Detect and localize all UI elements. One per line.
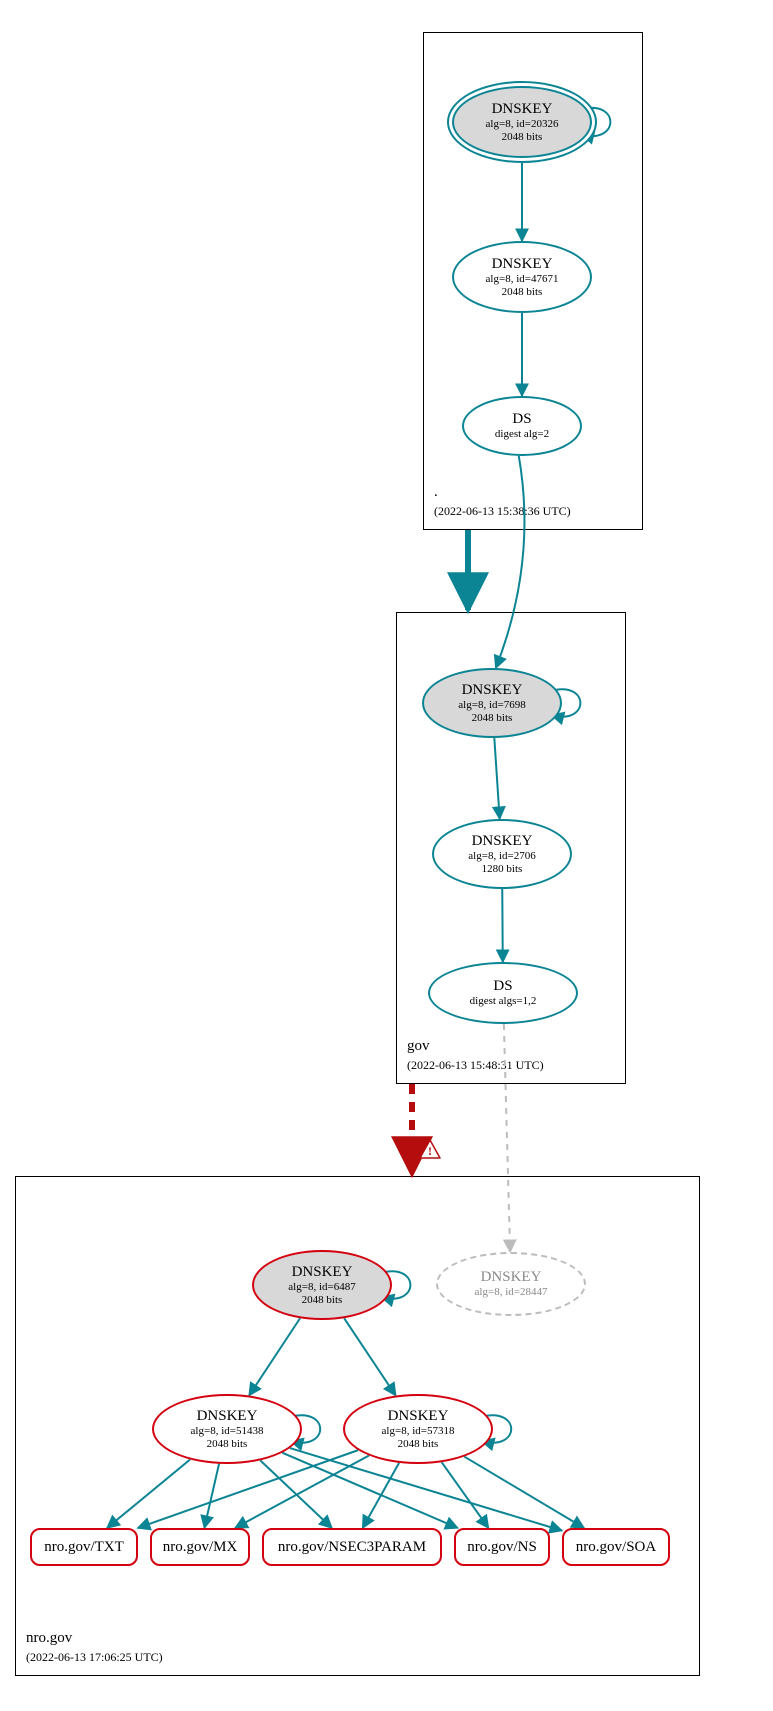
node-line2: alg=8, id=51438 xyxy=(191,1425,264,1437)
node-line3: 2048 bits xyxy=(502,131,543,143)
zone-timestamp: (2022-06-13 15:38:36 UTC) xyxy=(434,504,571,518)
node-line2: alg=8, id=20326 xyxy=(486,118,559,130)
node-nro_zsk2: DNSKEYalg=8, id=573182048 bits xyxy=(343,1394,493,1464)
zone-timestamp: (2022-06-13 15:48:31 UTC) xyxy=(407,1058,544,1072)
node-rr_soa: nro.gov/SOA xyxy=(562,1528,670,1566)
node-nro_zsk1: DNSKEYalg=8, id=514382048 bits xyxy=(152,1394,302,1464)
node-root_ksk: DNSKEYalg=8, id=203262048 bits xyxy=(452,86,592,158)
node-line3: 2048 bits xyxy=(398,1438,439,1450)
svg-text:!: ! xyxy=(428,1144,432,1158)
node-line3: 2048 bits xyxy=(302,1294,343,1306)
node-line3: 2048 bits xyxy=(502,286,543,298)
node-rr_txt: nro.gov/TXT xyxy=(30,1528,138,1566)
rr-label: nro.gov/TXT xyxy=(44,1539,124,1556)
zone-gov-label: gov (2022-06-13 15:48:31 UTC) xyxy=(407,1037,544,1075)
node-title: DNSKEY xyxy=(388,1408,449,1425)
zone-name: nro.gov xyxy=(26,1630,72,1646)
node-title: DNSKEY xyxy=(462,682,523,699)
node-gov_ksk: DNSKEYalg=8, id=76982048 bits xyxy=(422,668,562,738)
node-line2: digest alg=2 xyxy=(495,428,549,440)
node-line2: alg=8, id=57318 xyxy=(382,1425,455,1437)
rr-label: nro.gov/NSEC3PARAM xyxy=(278,1539,426,1556)
node-title: DNSKEY xyxy=(481,1269,542,1286)
node-title: DNSKEY xyxy=(472,833,533,850)
node-line2: alg=8, id=7698 xyxy=(458,699,525,711)
node-line3: 2048 bits xyxy=(472,712,513,724)
node-line2: alg=8, id=47671 xyxy=(486,273,559,285)
node-rr_mx: nro.gov/MX xyxy=(150,1528,250,1566)
node-title: DS xyxy=(512,411,531,428)
zone-nrogov-label: nro.gov (2022-06-13 17:06:25 UTC) xyxy=(26,1629,163,1667)
zone-root-label: . (2022-06-13 15:38:36 UTC) xyxy=(434,483,571,521)
node-line3: 1280 bits xyxy=(482,863,523,875)
rr-label: nro.gov/SOA xyxy=(576,1539,656,1556)
zone-name: . xyxy=(434,484,438,500)
node-nro_missing: DNSKEYalg=8, id=28447 xyxy=(436,1252,586,1316)
node-rr_nsec: nro.gov/NSEC3PARAM xyxy=(262,1528,442,1566)
node-title: DNSKEY xyxy=(492,101,553,118)
node-line2: alg=8, id=28447 xyxy=(475,1286,548,1298)
node-rr_ns: nro.gov/NS xyxy=(454,1528,550,1566)
node-root_zsk: DNSKEYalg=8, id=476712048 bits xyxy=(452,241,592,313)
zone-timestamp: (2022-06-13 17:06:25 UTC) xyxy=(26,1650,163,1664)
zone-name: gov xyxy=(407,1038,430,1054)
rr-label: nro.gov/NS xyxy=(467,1539,537,1556)
node-gov_ds: DSdigest algs=1,2 xyxy=(428,962,578,1024)
node-line3: 2048 bits xyxy=(207,1438,248,1450)
node-gov_zsk: DNSKEYalg=8, id=27061280 bits xyxy=(432,819,572,889)
node-line2: alg=8, id=6487 xyxy=(288,1281,355,1293)
node-title: DNSKEY xyxy=(492,256,553,273)
node-title: DNSKEY xyxy=(197,1408,258,1425)
node-title: DS xyxy=(493,978,512,995)
node-line2: digest algs=1,2 xyxy=(470,995,537,1007)
node-title: DNSKEY xyxy=(292,1264,353,1281)
node-line2: alg=8, id=2706 xyxy=(468,850,535,862)
node-nro_ksk: DNSKEYalg=8, id=64872048 bits xyxy=(252,1250,392,1320)
node-root_ds: DSdigest alg=2 xyxy=(462,396,582,456)
rr-label: nro.gov/MX xyxy=(163,1539,238,1556)
